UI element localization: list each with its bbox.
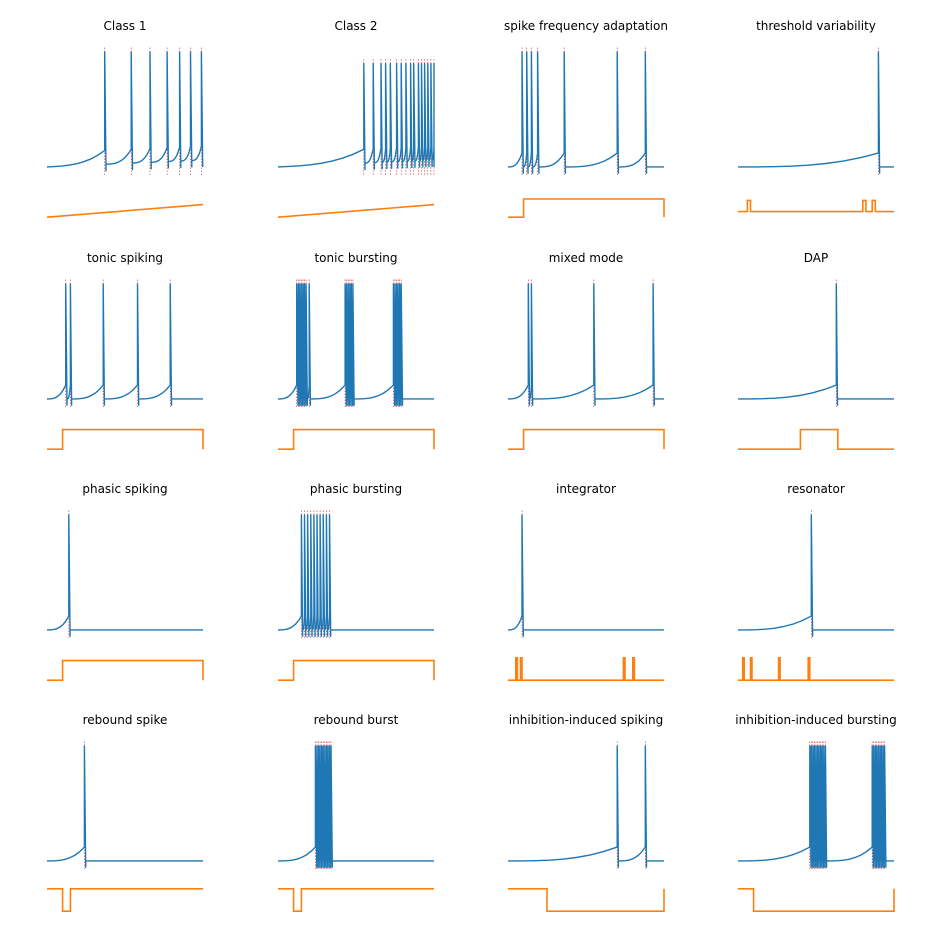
subplot-14: inhibition-induced spiking <box>508 713 665 913</box>
subplot-4: tonic spiking <box>47 251 204 451</box>
voltage-trace <box>508 51 664 174</box>
subplot-11: resonator <box>738 482 894 682</box>
subplot-13: rebound burst <box>278 713 434 913</box>
subplot-5: tonic bursting <box>278 251 435 451</box>
subplot-title: phasic bursting <box>310 482 402 496</box>
current-trace <box>738 199 894 213</box>
current-trace <box>278 887 434 913</box>
current-trace <box>278 428 435 451</box>
current-trace <box>278 659 435 682</box>
voltage-trace <box>508 745 664 868</box>
subplot-title: resonator <box>787 482 845 496</box>
current-trace <box>738 428 894 451</box>
voltage-trace <box>738 514 894 637</box>
subplot-title: DAP <box>804 251 828 265</box>
subplot-title: tonic spiking <box>87 251 163 265</box>
voltage-trace <box>738 51 894 174</box>
voltage-trace <box>278 514 434 637</box>
subplot-9: phasic bursting <box>278 482 435 682</box>
subplot-6: mixed mode <box>508 251 665 451</box>
current-trace <box>508 656 664 682</box>
current-trace <box>738 656 894 682</box>
current-trace <box>508 198 665 218</box>
subplot-15: inhibition-induced bursting <box>735 713 897 913</box>
current-trace <box>738 887 895 913</box>
subplot-title: threshold variability <box>756 19 876 33</box>
voltage-trace <box>278 283 434 406</box>
subplot-title: inhibition-induced bursting <box>735 713 896 727</box>
current-trace <box>47 887 203 913</box>
subplot-title: Class 2 <box>334 19 377 33</box>
subplot-1: Class 2 <box>277 19 435 218</box>
current-trace <box>277 203 435 218</box>
subplot-10: integrator <box>508 482 664 682</box>
subplot-title: tonic bursting <box>314 251 397 265</box>
voltage-trace <box>47 745 203 868</box>
subplot-0: Class 1 <box>46 19 204 218</box>
subplot-2: spike frequency adaptation <box>504 19 668 218</box>
voltage-trace <box>47 283 203 406</box>
subplot-title: spike frequency adaptation <box>504 19 668 33</box>
voltage-trace <box>277 63 435 171</box>
subplot-title: integrator <box>556 482 616 496</box>
current-trace <box>47 428 204 451</box>
subplot-3: threshold variability <box>738 19 894 213</box>
voltage-trace <box>508 283 664 406</box>
voltage-trace <box>278 745 434 868</box>
voltage-trace <box>738 745 894 868</box>
subplot-title: rebound spike <box>83 713 168 727</box>
subplot-title: phasic spiking <box>82 482 167 496</box>
subplot-8: phasic spiking <box>47 482 204 682</box>
current-trace <box>508 428 665 451</box>
voltage-trace <box>46 51 204 172</box>
subplot-title: Class 1 <box>103 19 146 33</box>
voltage-trace <box>508 514 664 637</box>
subplot-12: rebound spike <box>47 713 203 913</box>
subplot-title: rebound burst <box>314 713 399 727</box>
current-trace <box>47 659 204 682</box>
voltage-trace <box>47 514 203 637</box>
current-trace <box>46 203 204 218</box>
subplot-7: DAP <box>738 251 894 451</box>
current-trace <box>508 887 665 913</box>
subplot-title: mixed mode <box>549 251 624 265</box>
voltage-trace <box>738 283 894 406</box>
subplot-title: inhibition-induced spiking <box>509 713 663 727</box>
